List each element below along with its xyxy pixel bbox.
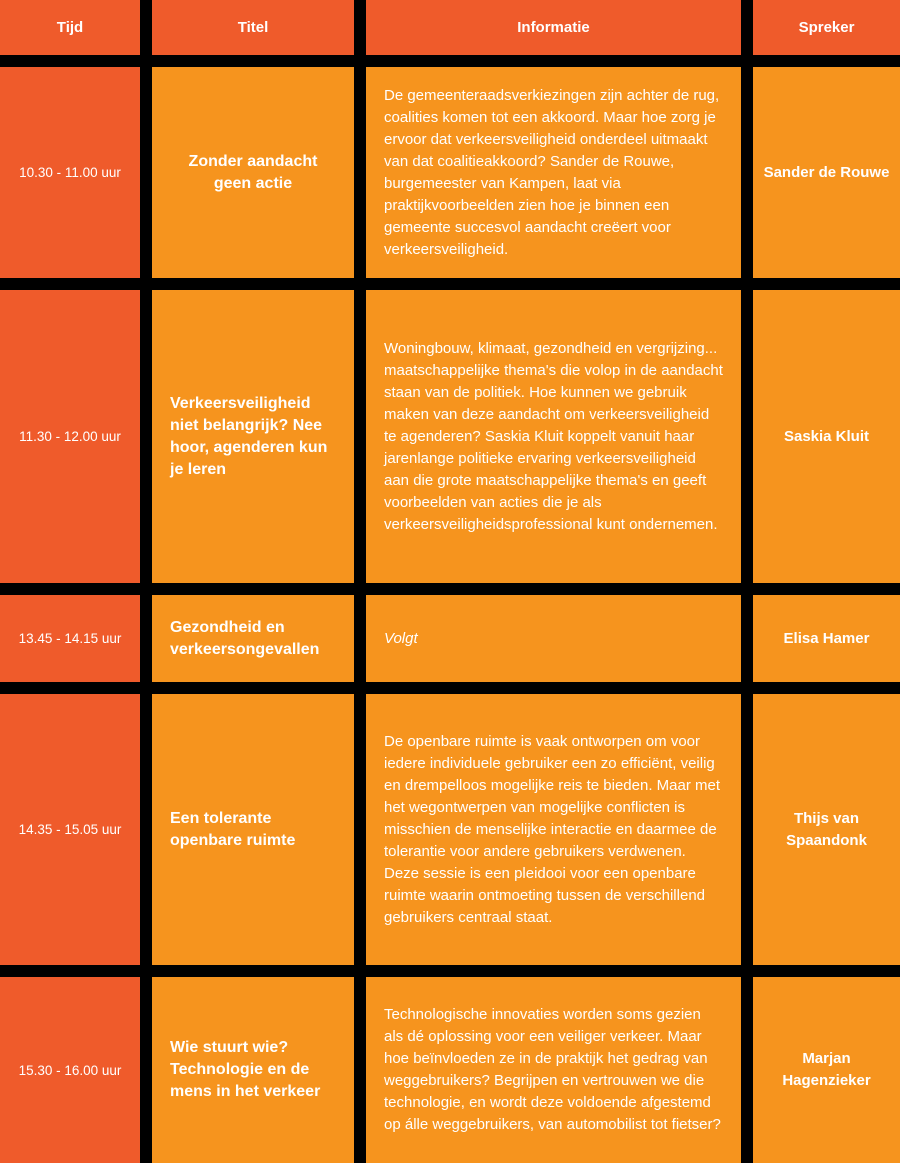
session-speaker: Saskia Kluit [753,290,900,583]
session-time: 10.30 - 11.00 uur [0,67,140,278]
session-description: Volgt [366,595,741,682]
session-title: Wie stuurt wie? Technologie en de mens i… [152,977,354,1163]
session-title: Verkeersveiligheid niet belangrijk? Nee … [152,290,354,583]
session-speaker: Elisa Hamer [753,595,900,682]
session-time: 13.45 - 14.15 uur [0,595,140,682]
session-description: De openbare ruimte is vaak ontworpen om … [366,694,741,965]
session-time: 15.30 - 16.00 uur [0,977,140,1163]
column-header-informatie: Informatie [366,0,741,55]
session-title: Zonder aandacht geen actie [152,67,354,278]
session-description: De gemeenteraadsverkiezingen zijn achter… [366,67,741,278]
session-speaker: Sander de Rouwe [753,67,900,278]
column-header-tijd: Tijd [0,0,140,55]
session-title: Gezondheid en verkeersongevallen [152,595,354,682]
session-speaker: Thijs van Spaandonk [753,694,900,965]
session-description: Woningbouw, klimaat, gezondheid en vergr… [366,290,741,583]
session-time: 14.35 - 15.05 uur [0,694,140,965]
session-description: Technologische innovaties worden soms ge… [366,977,741,1163]
session-time: 11.30 - 12.00 uur [0,290,140,583]
column-header-spreker: Spreker [753,0,900,55]
session-speaker: Marjan Hagenzieker [753,977,900,1163]
session-title: Een tolerante openbare ruimte [152,694,354,965]
column-header-titel: Titel [152,0,354,55]
